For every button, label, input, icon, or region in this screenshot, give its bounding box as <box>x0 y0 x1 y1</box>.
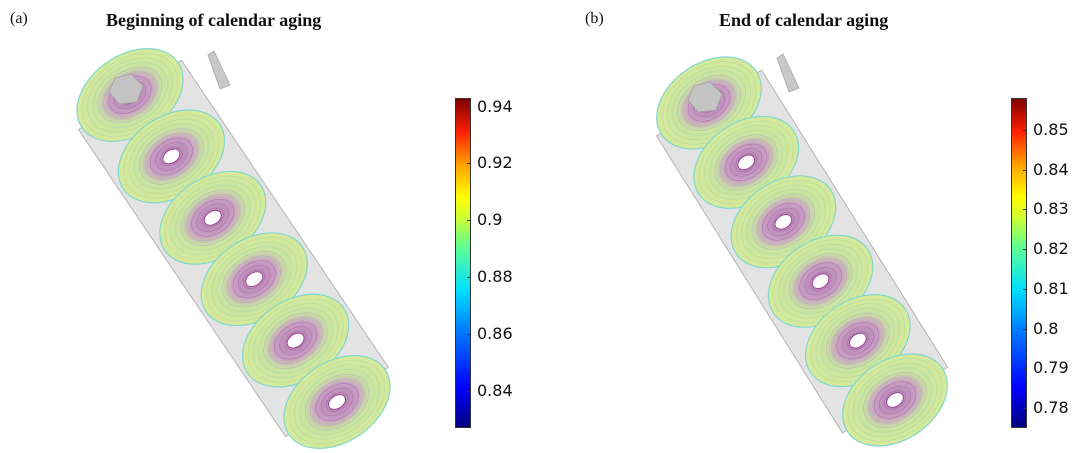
colorbar-tick-label: 0.84 <box>1033 159 1069 179</box>
panel-title: Beginning of calendar aging <box>106 10 322 30</box>
colorbar-tick-label: 0.8 <box>1033 318 1059 338</box>
colorbar-tick-mark <box>1023 169 1027 171</box>
panel-letter: (b) <box>585 10 604 27</box>
panel-title: End of calendar aging <box>719 10 889 30</box>
colorbar-tick-mark <box>1023 209 1027 211</box>
colorbar-tick-label: 0.88 <box>477 267 513 287</box>
colorbar-tick-label: 0.81 <box>1033 278 1069 298</box>
colorbar-tick-mark <box>1023 249 1027 251</box>
colorbar-tick-mark <box>467 334 471 336</box>
colorbar <box>455 98 471 428</box>
top-cap <box>687 81 723 113</box>
colorbar-tick-mark <box>1023 328 1027 330</box>
colorbar-tick-label: 0.9 <box>477 210 503 230</box>
colorbar-tick-mark <box>1023 288 1027 290</box>
colorbar-tick-mark <box>467 391 471 393</box>
colorbar-tick-label: 0.86 <box>477 324 513 344</box>
colorbar-tick-label: 0.79 <box>1033 358 1069 378</box>
colorbar-tick-label: 0.85 <box>1033 119 1069 139</box>
colorbar-tick-mark <box>467 220 471 222</box>
colorbar-tick-label: 0.84 <box>477 381 513 401</box>
jelly-roll-layer <box>842 353 948 447</box>
colorbar-tick-mark <box>1023 129 1027 131</box>
top-tab <box>776 53 800 93</box>
panel-letter: (a) <box>10 10 28 27</box>
colorbar-tick-mark <box>467 163 471 165</box>
colorbar-tick-label: 0.83 <box>1033 199 1069 219</box>
colorbar-tick-mark <box>467 106 471 108</box>
colorbar-tick-label: 0.94 <box>477 96 513 116</box>
colorbar-tick-label: 0.82 <box>1033 239 1069 259</box>
colorbar-tick-label: 0.78 <box>1033 398 1069 418</box>
colorbar-tick-mark <box>467 277 471 279</box>
top-tab <box>207 50 231 90</box>
colorbar-tick-mark <box>1023 368 1027 370</box>
top-cap <box>108 73 144 105</box>
panel-beginning: (a) Beginning of calendar aging 0.94 0.92… <box>10 10 513 449</box>
cell-3d-model <box>76 48 391 449</box>
jelly-roll-layer <box>283 355 391 449</box>
panel-end: (b) End of calendar aging 0.85 0.84 0.83 0.… <box>537 0 1074 453</box>
cell-3d-model <box>655 53 949 447</box>
colorbar-tick-label: 0.92 <box>477 153 513 173</box>
colorbar-tick-mark <box>1023 408 1027 410</box>
colorbar <box>1011 98 1027 428</box>
